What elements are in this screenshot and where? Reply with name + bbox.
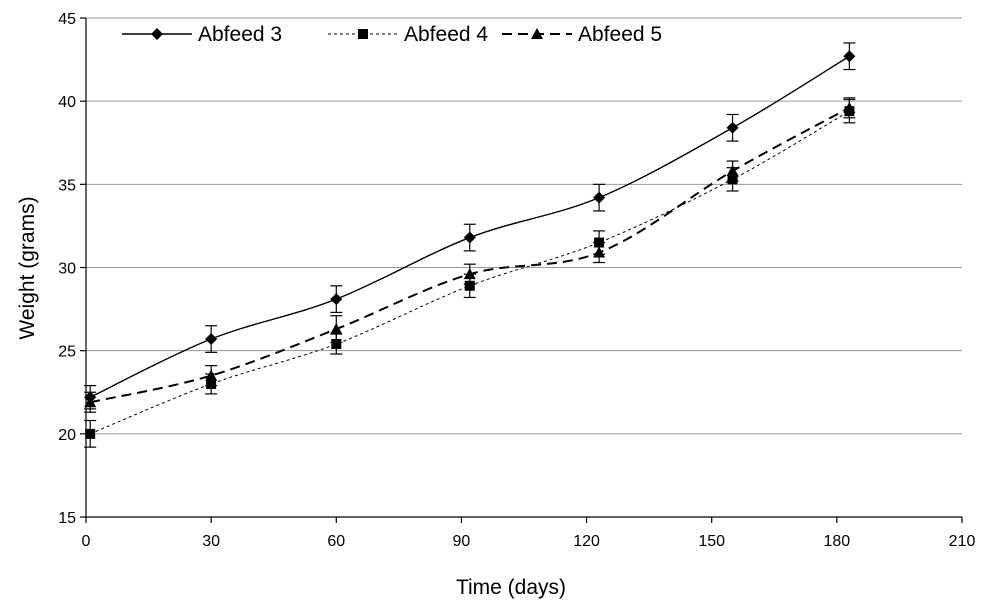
data-point (726, 165, 739, 177)
x-tick-label: 60 (327, 533, 345, 550)
data-point (593, 191, 606, 204)
data-point (463, 231, 476, 244)
legend-label: Abfeed 5 (578, 23, 662, 46)
y-tick-label: 35 (58, 177, 76, 194)
data-point (330, 293, 343, 306)
axes (80, 17, 963, 523)
legend-label: Abfeed 3 (198, 23, 282, 46)
tick-labels: 15 20 25 30 35 40 45 0 30 60 90 120 150 180 210 (58, 11, 975, 550)
y-tick-label: 15 (58, 510, 76, 527)
x-tick-label: 180 (824, 533, 851, 550)
x-tick-label: 120 (573, 533, 600, 550)
legend-item: Abfeed 5 (502, 23, 662, 46)
data-point (205, 369, 218, 381)
y-tick-label: 20 (58, 427, 76, 444)
x-tick-label: 0 (82, 533, 91, 550)
gridlines (86, 17, 962, 435)
y-tick-label: 30 (58, 261, 76, 278)
legend-item: Abfeed 4 (328, 23, 488, 46)
y-axis-title: Weight (grams) (16, 196, 39, 339)
data-point (464, 280, 475, 291)
x-tick-label: 90 (453, 533, 471, 550)
data-point (843, 101, 856, 113)
data-point (331, 339, 342, 350)
legend-marker (531, 28, 543, 39)
series (84, 42, 856, 448)
data-point (330, 323, 343, 335)
x-tick-label: 210 (949, 533, 976, 550)
series-3 (84, 97, 856, 413)
data-point (85, 428, 96, 439)
data-point (84, 396, 97, 408)
y-tick-label: 25 (58, 344, 76, 361)
legend: Abfeed 3 Abfeed 4 Abfeed 5 (122, 23, 662, 46)
legend-label: Abfeed 4 (404, 23, 488, 46)
data-point (593, 246, 606, 258)
data-point (205, 333, 218, 346)
x-axis-title: Time (days) (456, 576, 566, 599)
data-point (843, 50, 856, 63)
data-point (726, 121, 739, 134)
legend-item: Abfeed 3 (122, 23, 282, 46)
y-tick-label: 45 (58, 11, 76, 28)
x-tick-label: 150 (698, 533, 725, 550)
series-line (89, 106, 850, 404)
data-point (463, 268, 476, 280)
y-tick-label: 40 (58, 94, 76, 111)
x-tick-label: 30 (202, 533, 220, 550)
series-1 (84, 42, 856, 410)
legend-marker (151, 28, 163, 40)
legend-marker (358, 29, 368, 39)
